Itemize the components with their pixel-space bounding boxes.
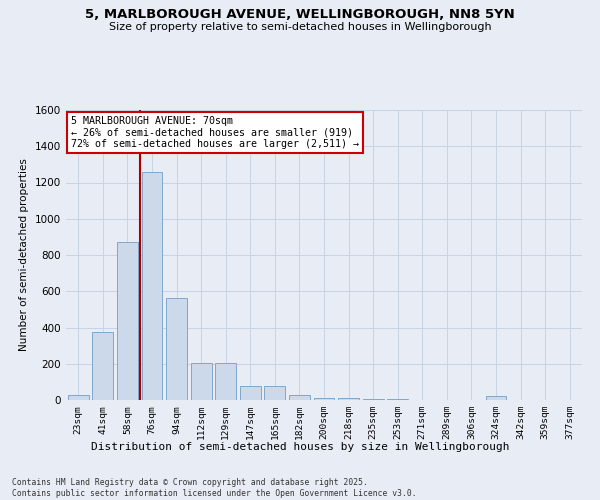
Text: Contains HM Land Registry data © Crown copyright and database right 2025.
Contai: Contains HM Land Registry data © Crown c… [12, 478, 416, 498]
Bar [92, 332, 113, 400]
Y-axis label: Number of semi-detached properties: Number of semi-detached properties [19, 158, 29, 352]
Bar [338, 398, 359, 400]
Text: Distribution of semi-detached houses by size in Wellingborough: Distribution of semi-detached houses by … [91, 442, 509, 452]
Bar [166, 298, 187, 400]
Bar [240, 386, 261, 400]
Bar [68, 394, 89, 400]
Bar [215, 363, 236, 400]
Bar [314, 398, 334, 400]
Bar [289, 394, 310, 400]
Bar [117, 242, 138, 400]
Bar [191, 363, 212, 400]
Bar [362, 398, 383, 400]
Bar [142, 172, 163, 400]
Bar [485, 396, 506, 400]
Text: 5, MARLBOROUGH AVENUE, WELLINGBOROUGH, NN8 5YN: 5, MARLBOROUGH AVENUE, WELLINGBOROUGH, N… [85, 8, 515, 20]
Text: Size of property relative to semi-detached houses in Wellingborough: Size of property relative to semi-detach… [109, 22, 491, 32]
Text: 5 MARLBOROUGH AVENUE: 70sqm
← 26% of semi-detached houses are smaller (919)
72% : 5 MARLBOROUGH AVENUE: 70sqm ← 26% of sem… [71, 116, 359, 149]
Bar [265, 386, 286, 400]
Bar [387, 399, 408, 400]
